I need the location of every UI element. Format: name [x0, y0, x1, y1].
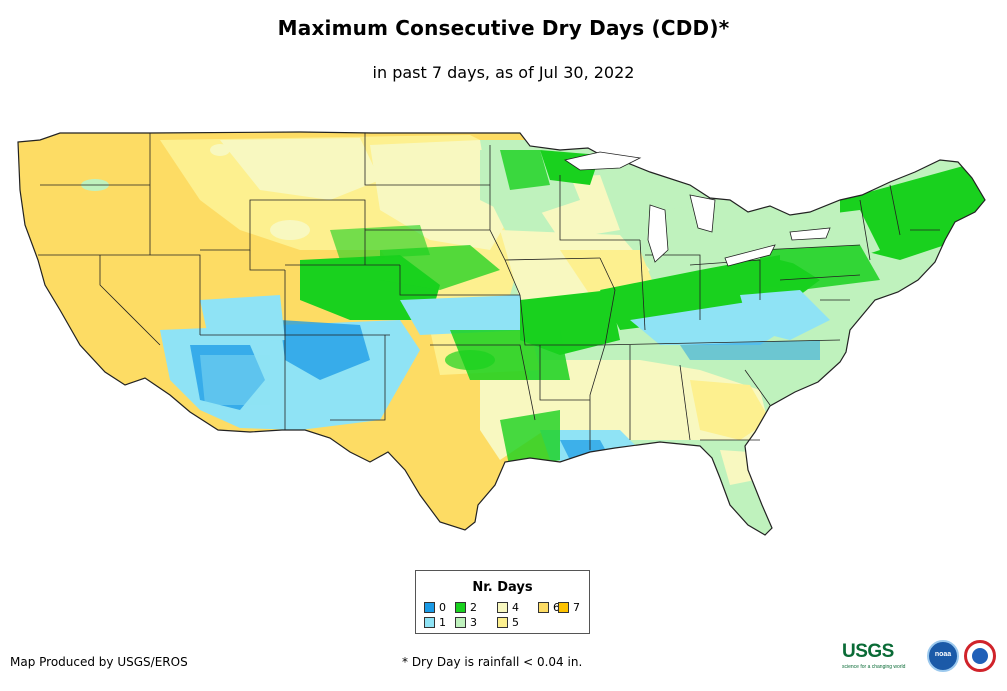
legend-item-4: 4	[497, 602, 519, 614]
nws-logo-center	[972, 648, 988, 664]
zone-utah-1	[200, 295, 285, 345]
legend-swatch	[497, 602, 508, 613]
zone-pa-green	[760, 245, 880, 290]
zone-va-1	[740, 290, 830, 340]
zone-nebraska-green	[380, 245, 500, 290]
legend-swatch	[455, 617, 466, 628]
zone-dakota-green	[330, 225, 430, 260]
legend-label: 7	[573, 601, 580, 614]
zone-nc-0	[680, 340, 820, 360]
zone-southwest-0a	[190, 345, 265, 410]
usgs-tagline: science for a changing world	[842, 664, 906, 670]
legend-item-3: 3	[455, 617, 477, 629]
zone-idaho-speck	[210, 144, 230, 156]
legend-swatch	[455, 602, 466, 613]
legend-item-5: 5	[497, 617, 519, 629]
legend-item-2: 2	[455, 602, 477, 614]
legend-item-7: 7	[558, 602, 580, 614]
zone-georgia-5	[690, 380, 770, 440]
legend-swatch	[424, 617, 435, 628]
us-dry-days-map	[17, 131, 986, 536]
lake-michigan	[647, 204, 669, 263]
zone-minnesota-2	[500, 150, 550, 190]
legend-label: 1	[439, 616, 446, 629]
legend-label: 2	[470, 601, 477, 614]
state-borders	[38, 133, 940, 450]
legend-swatch	[424, 602, 435, 613]
legend-title: Nr. Days	[472, 580, 533, 595]
legend-label: 4	[512, 601, 519, 614]
usgs-logo: USGS	[842, 641, 894, 662]
legend-label: 3	[470, 616, 477, 629]
footnote-text: * Dry Day is rainfall < 0.04 in.	[402, 655, 583, 669]
us-outline	[17, 131, 986, 536]
lake-ontario	[789, 227, 831, 241]
zone-kansas-1	[400, 295, 530, 335]
legend-item-6: 6	[538, 602, 560, 614]
credit-text: Map Produced by USGS/EROS	[10, 655, 188, 669]
map-subtitle: in past 7 days, as of Jul 30, 2022	[372, 63, 635, 82]
map-title: Maximum Consecutive Dry Days (CDD)*	[277, 16, 730, 40]
zone-gulf-green	[500, 410, 560, 470]
legend-label: 0	[439, 601, 446, 614]
legend-swatch	[538, 602, 549, 613]
legend-item-1: 1	[424, 617, 446, 629]
noaa-logo: noaa	[927, 640, 959, 672]
lake-erie	[724, 244, 776, 267]
legend-label: 6	[553, 601, 560, 614]
lake-huron	[689, 194, 716, 233]
noaa-logo-text: noaa	[934, 651, 952, 658]
zone-nm-light	[275, 437, 325, 453]
legend-label: 5	[512, 616, 519, 629]
zone-texas-panhandle-green	[445, 350, 495, 370]
nws-logo	[964, 640, 996, 672]
legend-swatch	[558, 602, 569, 613]
lake-superior	[564, 151, 642, 171]
zone-arizona-speckle	[200, 355, 270, 405]
legend-swatch	[497, 617, 508, 628]
agency-logos: USGS science for a changing world noaa	[842, 637, 1000, 679]
zone-wyoming-speck	[270, 220, 310, 240]
zone-montana-light	[220, 138, 380, 200]
legend-item-0: 0	[424, 602, 446, 614]
